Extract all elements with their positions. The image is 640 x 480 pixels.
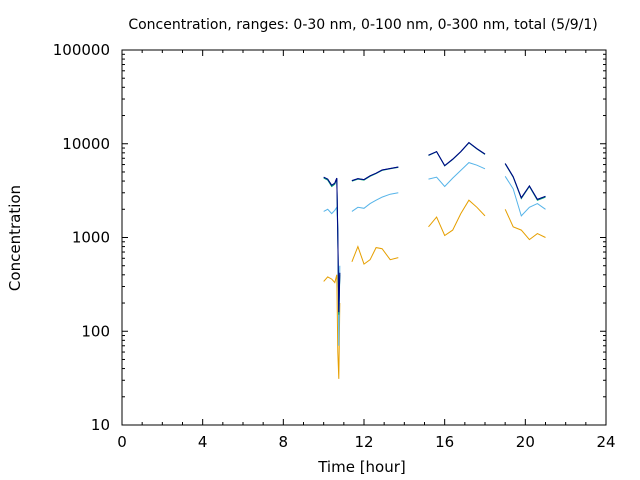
x-tick-label: 0 — [117, 433, 127, 451]
series-group — [323, 141, 546, 379]
y-tick-label: 100000 — [53, 41, 110, 59]
series-line-3 — [428, 142, 486, 167]
series-line-1 — [504, 209, 546, 241]
series-line-3 — [504, 163, 546, 201]
series-line-2 — [323, 205, 341, 346]
series-line-4 — [504, 163, 546, 201]
series-line-2 — [351, 192, 399, 212]
series-line-1 — [351, 245, 399, 265]
x-axis-label: Time [hour] — [317, 458, 406, 476]
series-line-5 — [323, 176, 341, 313]
x-tick-label: 24 — [596, 433, 615, 451]
x-tick-label: 20 — [516, 433, 535, 451]
plot-area — [121, 49, 607, 426]
y-tick-labels: 10 100 1000 10000 100000 — [53, 41, 110, 434]
y-tick-label: 10 — [91, 416, 110, 434]
x-tick-label: 12 — [354, 433, 373, 451]
y-axis-label: Concentration — [6, 185, 24, 291]
series-line-5 — [504, 163, 546, 201]
x-tick-label: 4 — [198, 433, 208, 451]
series-line-2 — [504, 176, 546, 217]
series-line-1 — [428, 199, 486, 237]
series-line-2 — [428, 162, 486, 188]
series-line-5 — [428, 141, 486, 167]
x-tick-label: 8 — [279, 433, 289, 451]
y-tick-label: 100 — [81, 322, 110, 340]
series-line-5 — [351, 166, 399, 182]
plot-frame — [121, 49, 607, 426]
tick-group — [121, 49, 607, 426]
series-line-1 — [323, 274, 341, 379]
x-tick-labels: 0 4 8 12 16 20 24 — [117, 433, 615, 451]
y-tick-label: 1000 — [72, 229, 110, 247]
x-tick-label: 16 — [435, 433, 454, 451]
series-line-4 — [428, 141, 486, 167]
chart-title: Concentration, ranges: 0-30 nm, 0-100 nm… — [128, 17, 597, 33]
y-tick-label: 10000 — [62, 135, 110, 153]
